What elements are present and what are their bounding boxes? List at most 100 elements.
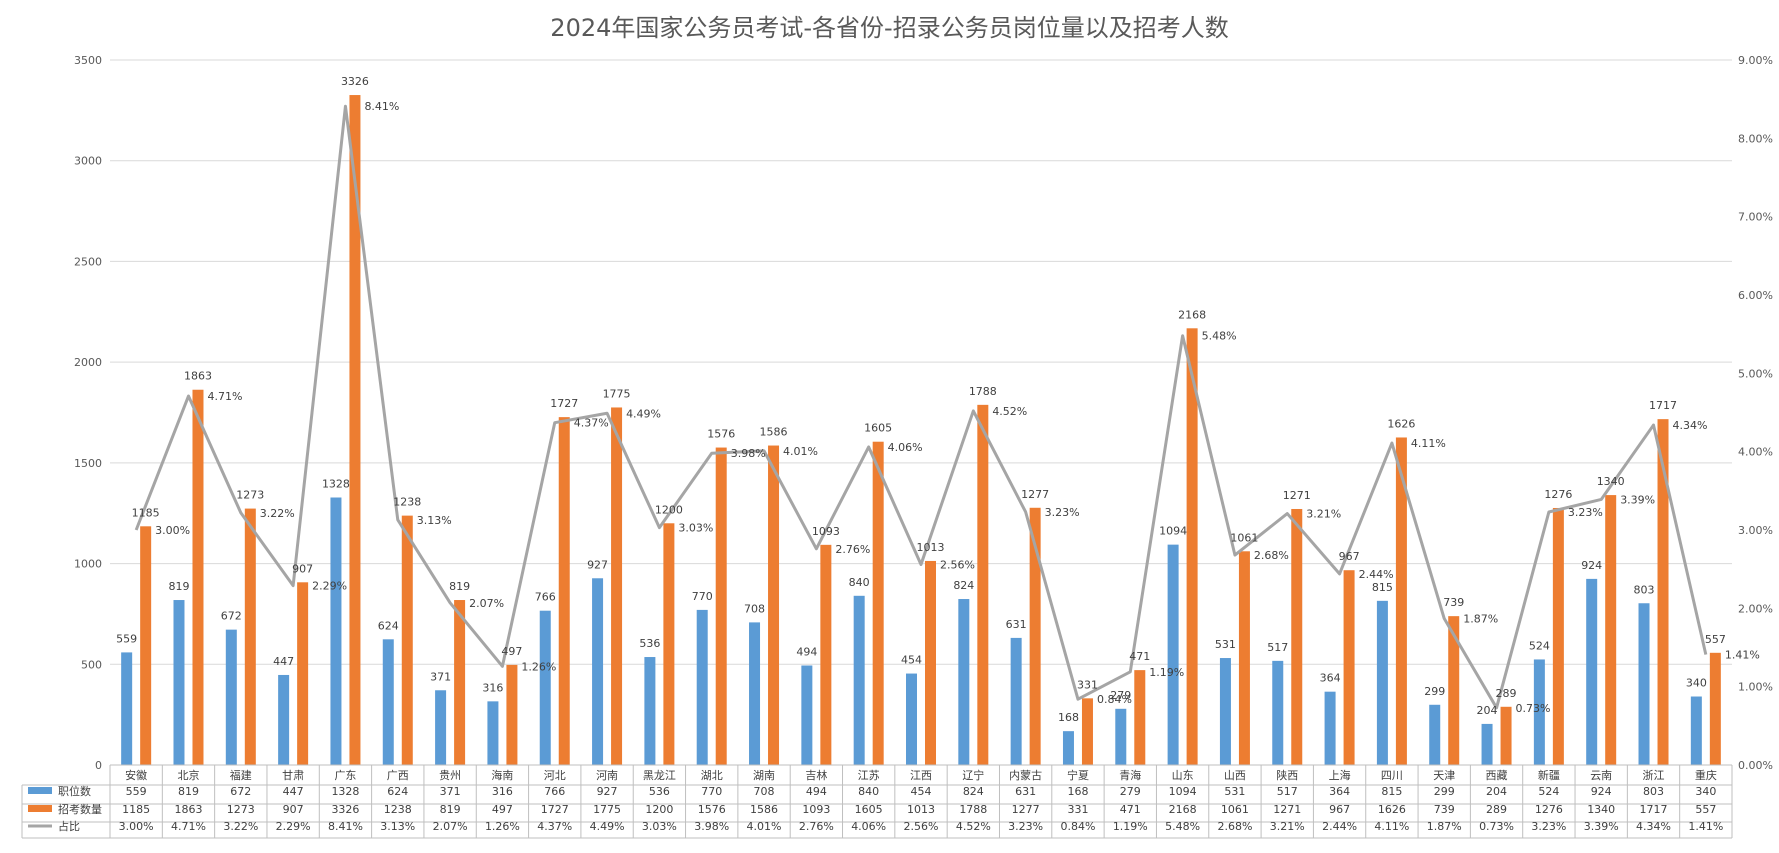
x-category-label: 吉林: [805, 768, 827, 782]
table-cell: 1277: [1012, 803, 1040, 816]
bar-positions: [173, 600, 185, 765]
table-cell: 824: [963, 785, 984, 798]
table-cell: 967: [1329, 803, 1350, 816]
y2-tick-label: 6.00%: [1738, 289, 1773, 302]
x-category-label: 天津: [1433, 769, 1455, 782]
y2-tick-label: 2.00%: [1738, 602, 1773, 615]
bar-applicants: [977, 404, 989, 765]
data-label-applicants: 907: [292, 562, 313, 575]
table-cell: 907: [283, 803, 304, 816]
bar-applicants: [1291, 508, 1303, 765]
y2-tick-label: 5.00%: [1738, 367, 1773, 380]
table-cell: 1328: [331, 785, 359, 798]
data-label-applicants: 331: [1077, 678, 1098, 691]
table-cell: 497: [492, 803, 513, 816]
table-cell: 803: [1643, 785, 1664, 798]
table-cell: 1626: [1378, 803, 1406, 816]
data-label-ratio: 1.87%: [1463, 613, 1498, 626]
bar-applicants: [244, 508, 256, 765]
table-cell: 1273: [227, 803, 255, 816]
data-label-ratio: 4.34%: [1673, 419, 1708, 432]
bar-positions: [1272, 660, 1284, 765]
bar-positions: [1481, 723, 1493, 765]
x-category-label: 甘肃: [282, 769, 304, 782]
bar-applicants: [1081, 698, 1093, 765]
bar-applicants: [715, 447, 727, 765]
y-tick-label: 1500: [74, 457, 102, 470]
table-cell: 331: [1067, 803, 1088, 816]
x-category-label: 河南: [596, 769, 618, 782]
data-label-positions: 708: [744, 602, 765, 615]
data-label-applicants: 1775: [603, 387, 631, 400]
table-cell: 2.07%: [433, 820, 468, 833]
table-cell: 3.23%: [1008, 820, 1043, 833]
table-cell: 2.56%: [904, 820, 939, 833]
data-label-applicants: 1271: [1283, 489, 1311, 502]
bar-positions: [539, 610, 551, 765]
x-category-label: 新疆: [1538, 768, 1560, 782]
data-label-positions: 927: [587, 558, 608, 571]
table-cell: 3.03%: [642, 820, 677, 833]
table-cell: 1185: [122, 803, 150, 816]
data-label-positions: 770: [692, 590, 713, 603]
table-cell: 3.39%: [1584, 820, 1619, 833]
table-cell: 1576: [698, 803, 726, 816]
table-cell: 739: [1434, 803, 1455, 816]
data-label-ratio: 4.37%: [574, 417, 609, 430]
data-label-applicants: 819: [449, 580, 470, 593]
table-cell: 1727: [541, 803, 569, 816]
table-cell: 631: [1015, 785, 1036, 798]
data-label-applicants: 497: [501, 645, 522, 658]
data-label-ratio: 4.06%: [888, 441, 923, 454]
bar-positions: [1533, 659, 1545, 765]
data-label-ratio: 2.44%: [1359, 568, 1394, 581]
bar-applicants: [768, 445, 780, 765]
table-cell: 1238: [384, 803, 412, 816]
y-tick-label: 3500: [74, 54, 102, 67]
data-label-applicants: 1277: [1021, 488, 1049, 501]
data-label-positions: 631: [1006, 618, 1027, 631]
x-category-label: 江苏: [858, 769, 880, 782]
data-label-ratio: 2.76%: [835, 543, 870, 556]
y2-tick-label: 8.00%: [1738, 132, 1773, 145]
x-category-label: 广东: [334, 769, 356, 782]
y2-tick-label: 0.00%: [1738, 759, 1773, 772]
table-cell: 557: [1695, 803, 1716, 816]
table-cell: 5.48%: [1165, 820, 1200, 833]
table-cell: 204: [1486, 785, 1507, 798]
table-cell: 624: [387, 785, 408, 798]
table-cell: 815: [1381, 785, 1402, 798]
line-ratio: [134, 104, 1708, 710]
y2-tick-label: 3.00%: [1738, 524, 1773, 537]
table-cell: 819: [178, 785, 199, 798]
x-category-label: 山西: [1224, 769, 1246, 782]
data-label-applicants: 289: [1496, 687, 1517, 700]
data-label-positions: 517: [1267, 641, 1288, 654]
table-cell: 4.52%: [956, 820, 991, 833]
bar-applicants: [297, 582, 309, 765]
table-cell: 371: [440, 785, 461, 798]
table-cell: 1775: [593, 803, 621, 816]
x-category-label: 西藏: [1486, 769, 1508, 782]
table-cell: 1340: [1587, 803, 1615, 816]
x-category-label: 浙江: [1643, 769, 1665, 782]
bar-positions: [958, 599, 970, 765]
table-cell: 4.01%: [747, 820, 782, 833]
bar-positions: [1062, 731, 1074, 765]
bar-positions: [225, 629, 237, 765]
data-label-ratio: 3.13%: [417, 514, 452, 527]
data-label-positions: 766: [535, 591, 556, 604]
x-category-label: 云南: [1590, 769, 1612, 782]
bar-positions: [1586, 578, 1598, 765]
data-label-applicants: 1340: [1597, 475, 1625, 488]
table-cell: 279: [1120, 785, 1141, 798]
table-cell: 3326: [331, 803, 359, 816]
table-cell: 4.34%: [1636, 820, 1671, 833]
data-label-positions: 803: [1634, 583, 1655, 596]
bar-applicants: [1186, 328, 1198, 765]
data-label-ratio: 2.68%: [1254, 549, 1289, 562]
data-label-ratio: 0.73%: [1516, 702, 1551, 715]
data-label-ratio: 3.98%: [731, 447, 766, 460]
bar-applicants: [925, 560, 936, 765]
x-category-label: 重庆: [1695, 768, 1717, 782]
